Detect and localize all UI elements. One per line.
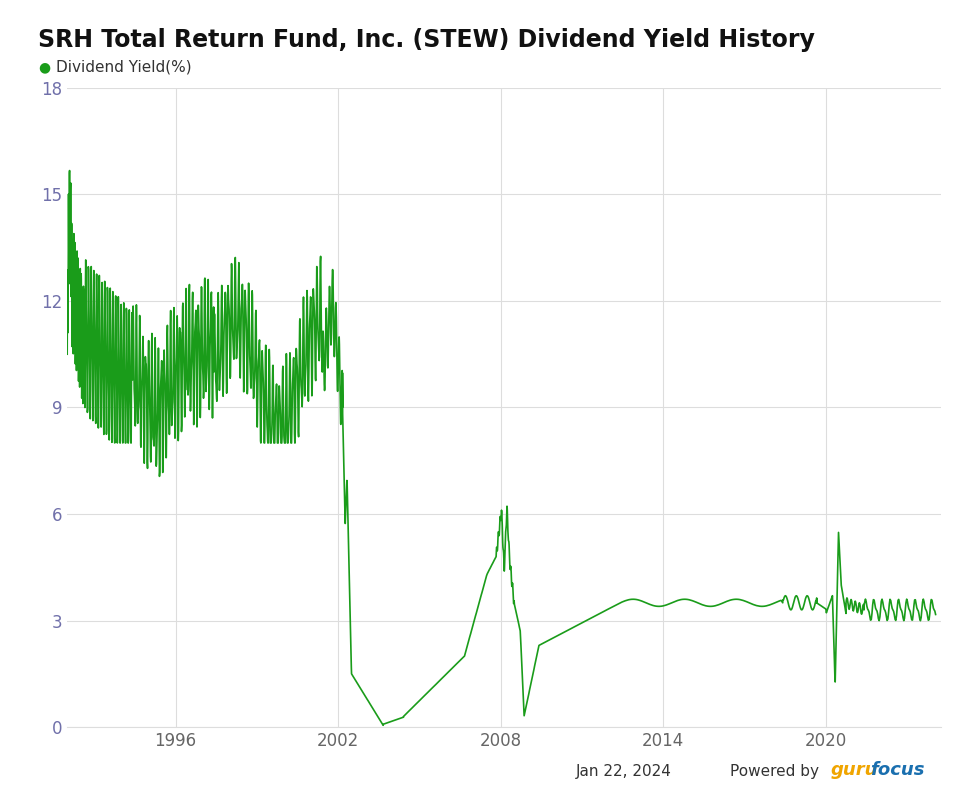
Text: focus: focus bbox=[870, 761, 924, 779]
Text: guru: guru bbox=[830, 761, 877, 779]
Text: SRH Total Return Fund, Inc. (STEW) Dividend Yield History: SRH Total Return Fund, Inc. (STEW) Divid… bbox=[38, 28, 815, 52]
Text: Powered by: Powered by bbox=[730, 764, 824, 779]
Text: Dividend Yield(%): Dividend Yield(%) bbox=[56, 60, 191, 75]
Text: ●: ● bbox=[38, 60, 51, 74]
Text: Jan 22, 2024: Jan 22, 2024 bbox=[576, 764, 672, 779]
